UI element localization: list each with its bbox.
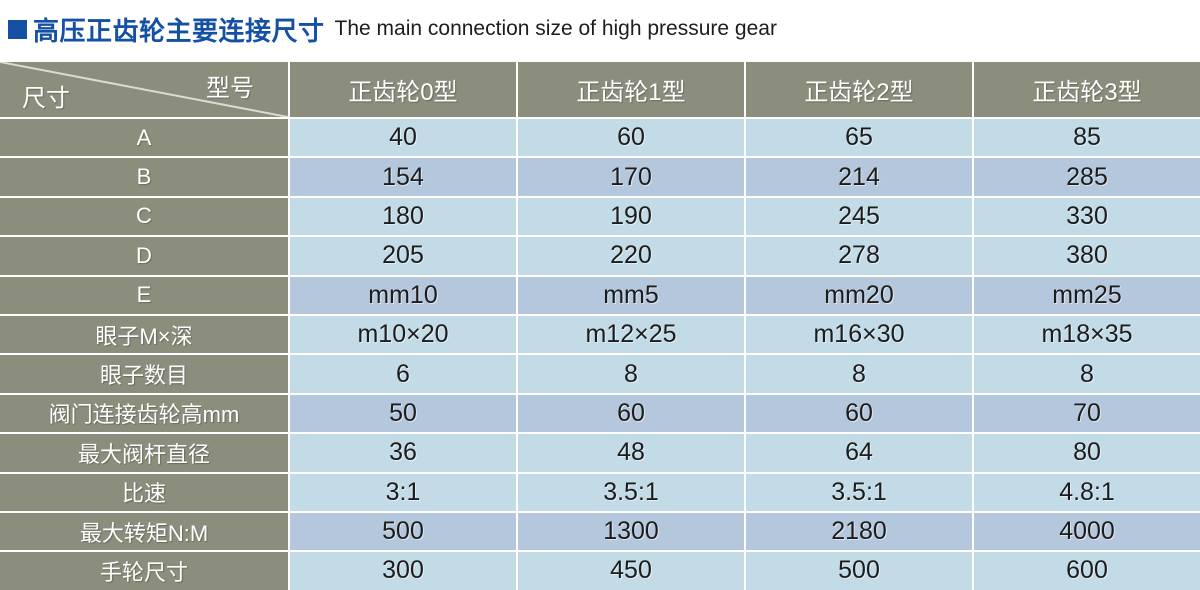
- row-label: 眼子M×深: [0, 315, 288, 354]
- data-cell: 8: [974, 355, 1200, 393]
- data-cell: 4000: [974, 512, 1200, 551]
- data-cell: 60: [518, 119, 744, 157]
- data-cell: 330: [974, 197, 1200, 236]
- data-cell: 8: [746, 355, 972, 393]
- column-header-0: 正齿轮0型: [290, 62, 516, 117]
- diagonal-divider: [0, 62, 288, 117]
- data-cell: m18×35: [974, 315, 1200, 354]
- corner-header-cell: 型号 尺寸: [0, 62, 288, 117]
- page-title-chinese: 高压正齿轮主要连接尺寸: [33, 15, 325, 46]
- row-label: B: [0, 158, 288, 196]
- title-square-icon: [8, 19, 27, 39]
- corner-label-size: 尺寸: [22, 85, 70, 112]
- data-cell: 65: [746, 119, 972, 157]
- data-cell: 278: [746, 237, 972, 275]
- data-cell: mm25: [974, 276, 1200, 314]
- data-cell: 70: [974, 394, 1200, 433]
- data-cell: 40: [290, 119, 516, 157]
- row-label: 最大转矩N:M: [0, 512, 288, 551]
- data-cell: 300: [290, 552, 516, 590]
- data-cell: 220: [518, 237, 744, 275]
- data-cell: 2180: [746, 512, 972, 551]
- data-cell: 36: [290, 434, 516, 472]
- data-cell: 450: [518, 552, 744, 590]
- column-header-2: 正齿轮2型: [746, 62, 972, 117]
- data-cell: 1300: [518, 512, 744, 551]
- data-cell: 60: [518, 394, 744, 433]
- data-cell: 50: [290, 394, 516, 433]
- column-header-1: 正齿轮1型: [518, 62, 744, 117]
- data-cell: 48: [518, 434, 744, 472]
- row-label: D: [0, 237, 288, 275]
- data-cell: 180: [290, 197, 516, 236]
- data-cell: 6: [290, 355, 516, 393]
- row-label: 比速: [0, 473, 288, 511]
- row-label: 阀门连接齿轮高mm: [0, 394, 288, 433]
- row-label: 最大阀杆直径: [0, 434, 288, 472]
- data-cell: 3.5:1: [518, 473, 744, 511]
- column-header-3: 正齿轮3型: [974, 62, 1200, 117]
- data-cell: m12×25: [518, 315, 744, 354]
- spec-table: 型号 尺寸 正齿轮0型 正齿轮1型 正齿轮2型 正齿轮3型 A 40 60 65 85 B 154 1…: [0, 62, 1200, 590]
- data-cell: 80: [974, 434, 1200, 472]
- data-cell: 170: [518, 158, 744, 196]
- data-cell: 154: [290, 158, 516, 196]
- data-cell: 214: [746, 158, 972, 196]
- data-cell: 60: [746, 394, 972, 433]
- data-cell: 85: [974, 119, 1200, 157]
- data-cell: m10×20: [290, 315, 516, 354]
- data-cell: 500: [290, 512, 516, 551]
- data-cell: 8: [518, 355, 744, 393]
- data-cell: 205: [290, 237, 516, 275]
- row-label: 手轮尺寸: [0, 552, 288, 590]
- data-cell: 3.5:1: [746, 473, 972, 511]
- page-title: 高压正齿轮主要连接尺寸 The main connection size of …: [8, 12, 777, 46]
- data-cell: m16×30: [746, 315, 972, 354]
- data-cell: 500: [746, 552, 972, 590]
- corner-label-model: 型号: [206, 75, 254, 102]
- row-label: E: [0, 276, 288, 314]
- row-label: C: [0, 197, 288, 236]
- data-cell: 285: [974, 158, 1200, 196]
- data-cell: mm5: [518, 276, 744, 314]
- data-cell: 380: [974, 237, 1200, 275]
- data-cell: 3:1: [290, 473, 516, 511]
- row-label: A: [0, 119, 288, 157]
- data-cell: 190: [518, 197, 744, 236]
- data-cell: 600: [974, 552, 1200, 590]
- data-cell: 64: [746, 434, 972, 472]
- data-cell: 4.8:1: [974, 473, 1200, 511]
- data-cell: mm10: [290, 276, 516, 314]
- row-label: 眼子数目: [0, 355, 288, 393]
- data-cell: mm20: [746, 276, 972, 314]
- page-title-english: The main connection size of high pressur…: [334, 17, 777, 40]
- data-cell: 245: [746, 197, 972, 236]
